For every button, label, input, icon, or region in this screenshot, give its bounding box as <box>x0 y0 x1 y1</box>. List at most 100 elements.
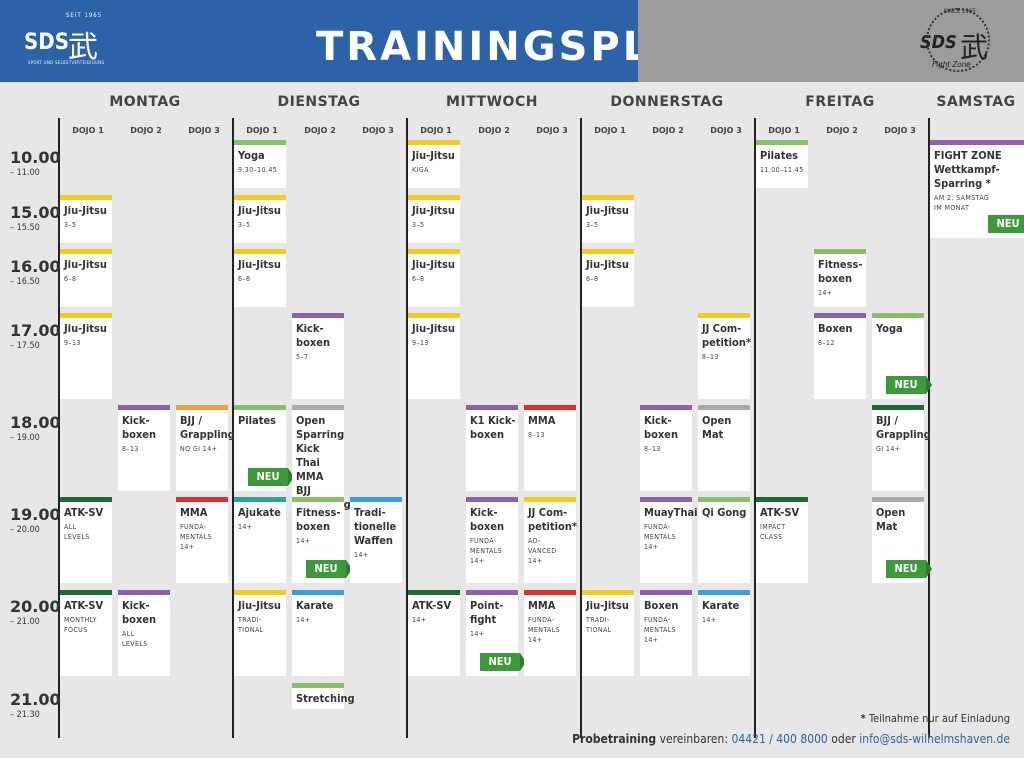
class-card[interactable]: JJ Com- petition* AD- VANCED 14+ <box>524 497 577 583</box>
class-card[interactable]: Pilates NEU <box>234 405 294 491</box>
class-detail: 3–5 <box>412 221 425 229</box>
footnote: * Teilnahme nur auf Einladung <box>860 712 1010 725</box>
class-card[interactable]: Kick- boxen ALL LEVELS <box>118 590 170 676</box>
class-card[interactable]: Point- fight 14+ NEU <box>466 590 526 676</box>
class-detail: 8–13 <box>528 431 545 439</box>
class-detail: AD- VANCED 14+ <box>528 537 557 565</box>
class-card[interactable]: Boxen FUNDA- MENTALS 14+ <box>640 590 692 676</box>
class-card[interactable]: Kick- boxen 8–13 <box>640 405 692 491</box>
time-end: – 17.50 <box>10 341 40 351</box>
time-end: – 21.30 <box>10 710 40 720</box>
contact-or-text: oder <box>831 732 856 746</box>
class-card[interactable]: Stretching <box>292 683 355 709</box>
class-card[interactable]: ATK-SV IMPACT CLASS <box>756 497 808 583</box>
class-card[interactable]: MMA 8–13 <box>524 405 576 491</box>
class-card[interactable]: Jiu-Jitsu 3–5 <box>234 195 286 243</box>
class-name: Karate <box>702 599 740 612</box>
class-card[interactable]: Boxen 8–12 <box>814 313 866 399</box>
class-name: BJJ / Grappling <box>180 414 235 441</box>
class-detail: TRADI- TIONAL <box>238 616 264 634</box>
class-card[interactable]: ATK-SV ALL LEVELS <box>60 497 112 583</box>
day-divider-line <box>928 118 930 738</box>
class-card[interactable]: Pilates 11.00–11.45 <box>756 140 808 188</box>
dojo-header: DOJO 2 <box>826 126 858 135</box>
class-card[interactable]: Open Mat NEU <box>872 497 932 583</box>
phone-link[interactable]: 04421 / 400 8000 <box>731 732 828 746</box>
time-start: 10.00 <box>10 148 61 167</box>
class-card[interactable]: Jiu-Jitsu 3–5 <box>408 195 460 243</box>
class-name: Qi Gong <box>702 506 747 519</box>
class-card[interactable]: Open Mat <box>698 405 750 491</box>
class-name: ATK-SV <box>64 506 104 519</box>
time-start: 20.00 <box>10 597 61 616</box>
class-detail: 14+ <box>296 616 311 624</box>
class-card[interactable]: Yoga 9.30–10.45 <box>234 140 286 188</box>
day-divider-line <box>232 118 234 738</box>
class-card[interactable]: Jiu-Jitsu TRADI- TIONAL <box>234 590 286 676</box>
dojo-header: DOJO 2 <box>130 126 162 135</box>
dojo-header: DOJO 3 <box>884 126 916 135</box>
class-name: Open Mat <box>702 414 732 441</box>
class-card[interactable]: MMA FUNDA- MENTALS 14+ <box>176 497 228 583</box>
class-name: K1 Kick- boxen <box>470 414 516 441</box>
class-card[interactable]: MMA FUNDA- MENTALS 14+ <box>524 590 576 676</box>
dojo-header: DOJO 3 <box>188 126 220 135</box>
class-card[interactable]: Yoga NEU <box>872 313 932 399</box>
class-name: Pilates <box>238 414 277 427</box>
dojo-header: DOJO 1 <box>420 126 452 135</box>
time-end: – 21.00 <box>10 617 40 627</box>
class-detail: FUNDA- MENTALS 14+ <box>644 523 677 551</box>
class-card[interactable]: Tradi- tionelle Waffen 14+ <box>350 497 402 583</box>
class-card[interactable]: Karate 14+ <box>292 590 344 676</box>
class-card[interactable]: ATK-SV 14+ <box>408 590 460 676</box>
time-slot: 20.00– 21.00 <box>10 597 61 627</box>
class-detail: 6–8 <box>64 275 77 283</box>
class-card[interactable]: Jiu-Jitsu 3–5 <box>582 195 634 243</box>
time-slot: 17.00– 17.50 <box>10 321 61 351</box>
neu-badge: NEU <box>248 468 294 486</box>
time-start: 17.00 <box>10 321 61 340</box>
class-card[interactable]: BJJ / Grappling GI 14+ <box>872 405 931 491</box>
class-card[interactable]: ATK-SV MONTHLY FOCUS <box>60 590 112 676</box>
class-card[interactable]: Jiu-Jitsu KIGA <box>408 140 460 188</box>
class-card[interactable]: Jiu-Jitsu TRADI- TIONAL <box>582 590 634 676</box>
time-end: – 20.00 <box>10 525 40 535</box>
class-card[interactable]: Kick- boxen 5–7 <box>292 313 344 399</box>
class-detail: 14+ <box>354 551 369 559</box>
class-card[interactable]: Jiu-Jitsu 3–5 <box>60 195 112 243</box>
class-card[interactable]: MuayThai FUNDA- MENTALS 14+ <box>640 497 698 583</box>
class-card[interactable]: Fitness- boxen 14+ NEU <box>292 497 352 583</box>
class-detail: 9.30–10.45 <box>238 166 278 174</box>
class-card[interactable]: Jiu-Jitsu 6–8 <box>408 249 460 307</box>
class-card[interactable]: Kick- boxen 8–13 <box>118 405 170 491</box>
header-right-bar: SINCE 1965 SDS 武 Fight Zone <box>638 0 1024 82</box>
class-card[interactable]: FIGHT ZONE Wettkampf- Sparring * AM 2. SA… <box>930 140 1024 238</box>
class-detail: 14+ <box>470 630 485 638</box>
time-slot: 18.00– 19.00 <box>10 413 61 443</box>
logo-since-text: SINCE 1965 <box>944 8 976 15</box>
footnote-star: * <box>860 712 866 725</box>
class-card[interactable]: K1 Kick- boxen <box>466 405 518 491</box>
class-card[interactable]: JJ Com- petition* 8–13 <box>698 313 751 399</box>
class-name: MMA <box>528 599 556 612</box>
time-start: 18.00 <box>10 413 61 432</box>
class-card[interactable]: Jiu-Jitsu 6–8 <box>234 249 286 307</box>
class-card[interactable]: Fitness- boxen 14+ <box>814 249 866 307</box>
class-detail: 8–13 <box>122 445 139 453</box>
class-card[interactable]: Jiu-Jitsu 6–8 <box>60 249 112 307</box>
fight-zone-logo[interactable]: SINCE 1965 SDS 武 Fight Zone <box>910 4 1002 78</box>
class-card[interactable]: BJJ / Grappling NO GI 14+ <box>176 405 235 491</box>
class-card[interactable]: Qi Gong <box>698 497 750 583</box>
class-card[interactable]: Jiu-Jitsu 9–13 <box>60 313 112 399</box>
sds-logo[interactable]: SEIT 1965 SDS 武 SPORT UND SELBSTVERTEIDI… <box>24 12 114 72</box>
class-card[interactable]: Karate 14+ <box>698 590 750 676</box>
class-name: MMA <box>180 506 208 519</box>
email-link[interactable]: info@sds-wilhelmshaven.de <box>859 732 1010 746</box>
class-name: Jiu-Jitsu <box>238 204 281 217</box>
neu-badge: NEU <box>306 560 352 578</box>
class-card[interactable]: Jiu-Jitsu 6–8 <box>582 249 634 307</box>
class-card[interactable]: Jiu-Jitsu 9–13 <box>408 313 460 399</box>
class-card[interactable]: Ajukate 14+ <box>234 497 286 583</box>
class-card[interactable]: Kick- boxen FUNDA- MENTALS 14+ <box>466 497 518 583</box>
class-detail: 8–13 <box>644 445 661 453</box>
